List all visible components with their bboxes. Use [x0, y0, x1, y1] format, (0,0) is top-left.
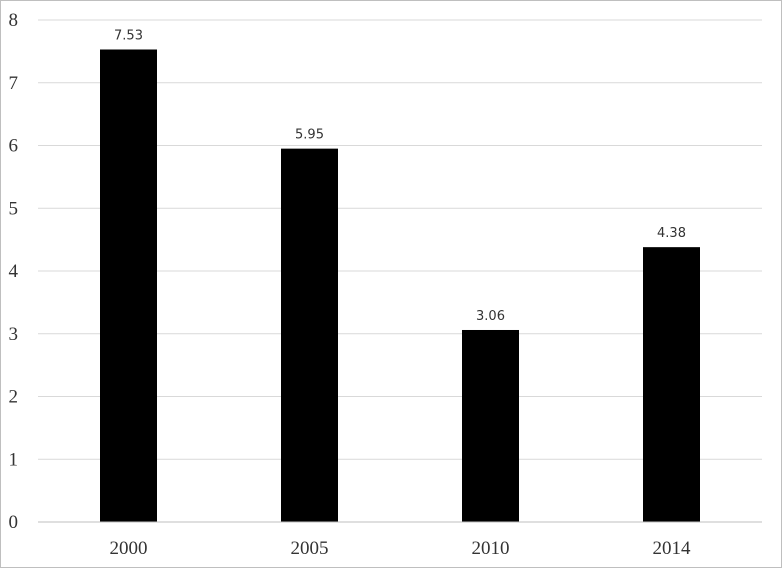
- bars: [100, 49, 700, 523]
- gridlines: [38, 19, 762, 460]
- bar-2005: [281, 148, 338, 522]
- x-tick-label-2005: 2005: [291, 538, 329, 559]
- bar-2014: [643, 247, 700, 522]
- x-axis-ticks: 2000 2005 2010 2014: [110, 538, 692, 559]
- y-tick-label: 6: [9, 136, 19, 157]
- data-label-2014: 4.38: [657, 226, 686, 241]
- data-label-2000: 7.53: [114, 28, 143, 43]
- bar-2000: [100, 49, 157, 523]
- y-tick-label: 0: [9, 512, 19, 533]
- y-tick-label: 4: [9, 261, 19, 282]
- x-tick-label-2010: 2010: [472, 538, 510, 559]
- x-tick-label-2014: 2014: [653, 538, 692, 559]
- data-label-2010: 3.06: [476, 309, 505, 324]
- y-tick-label: 8: [9, 10, 19, 31]
- y-tick-label: 7: [9, 73, 19, 94]
- y-axis-ticks: 0 1 2 3 4 5 6 7 8: [9, 10, 19, 533]
- data-label-2005: 5.95: [295, 128, 324, 143]
- y-tick-label: 3: [9, 324, 19, 345]
- x-tick-label-2000: 2000: [110, 538, 148, 559]
- bar-2010: [462, 329, 519, 522]
- y-tick-label: 2: [9, 387, 19, 408]
- y-tick-label: 5: [9, 198, 19, 219]
- data-labels: 7.53 5.95 3.06 4.38: [114, 28, 686, 323]
- y-tick-label: 1: [9, 449, 19, 470]
